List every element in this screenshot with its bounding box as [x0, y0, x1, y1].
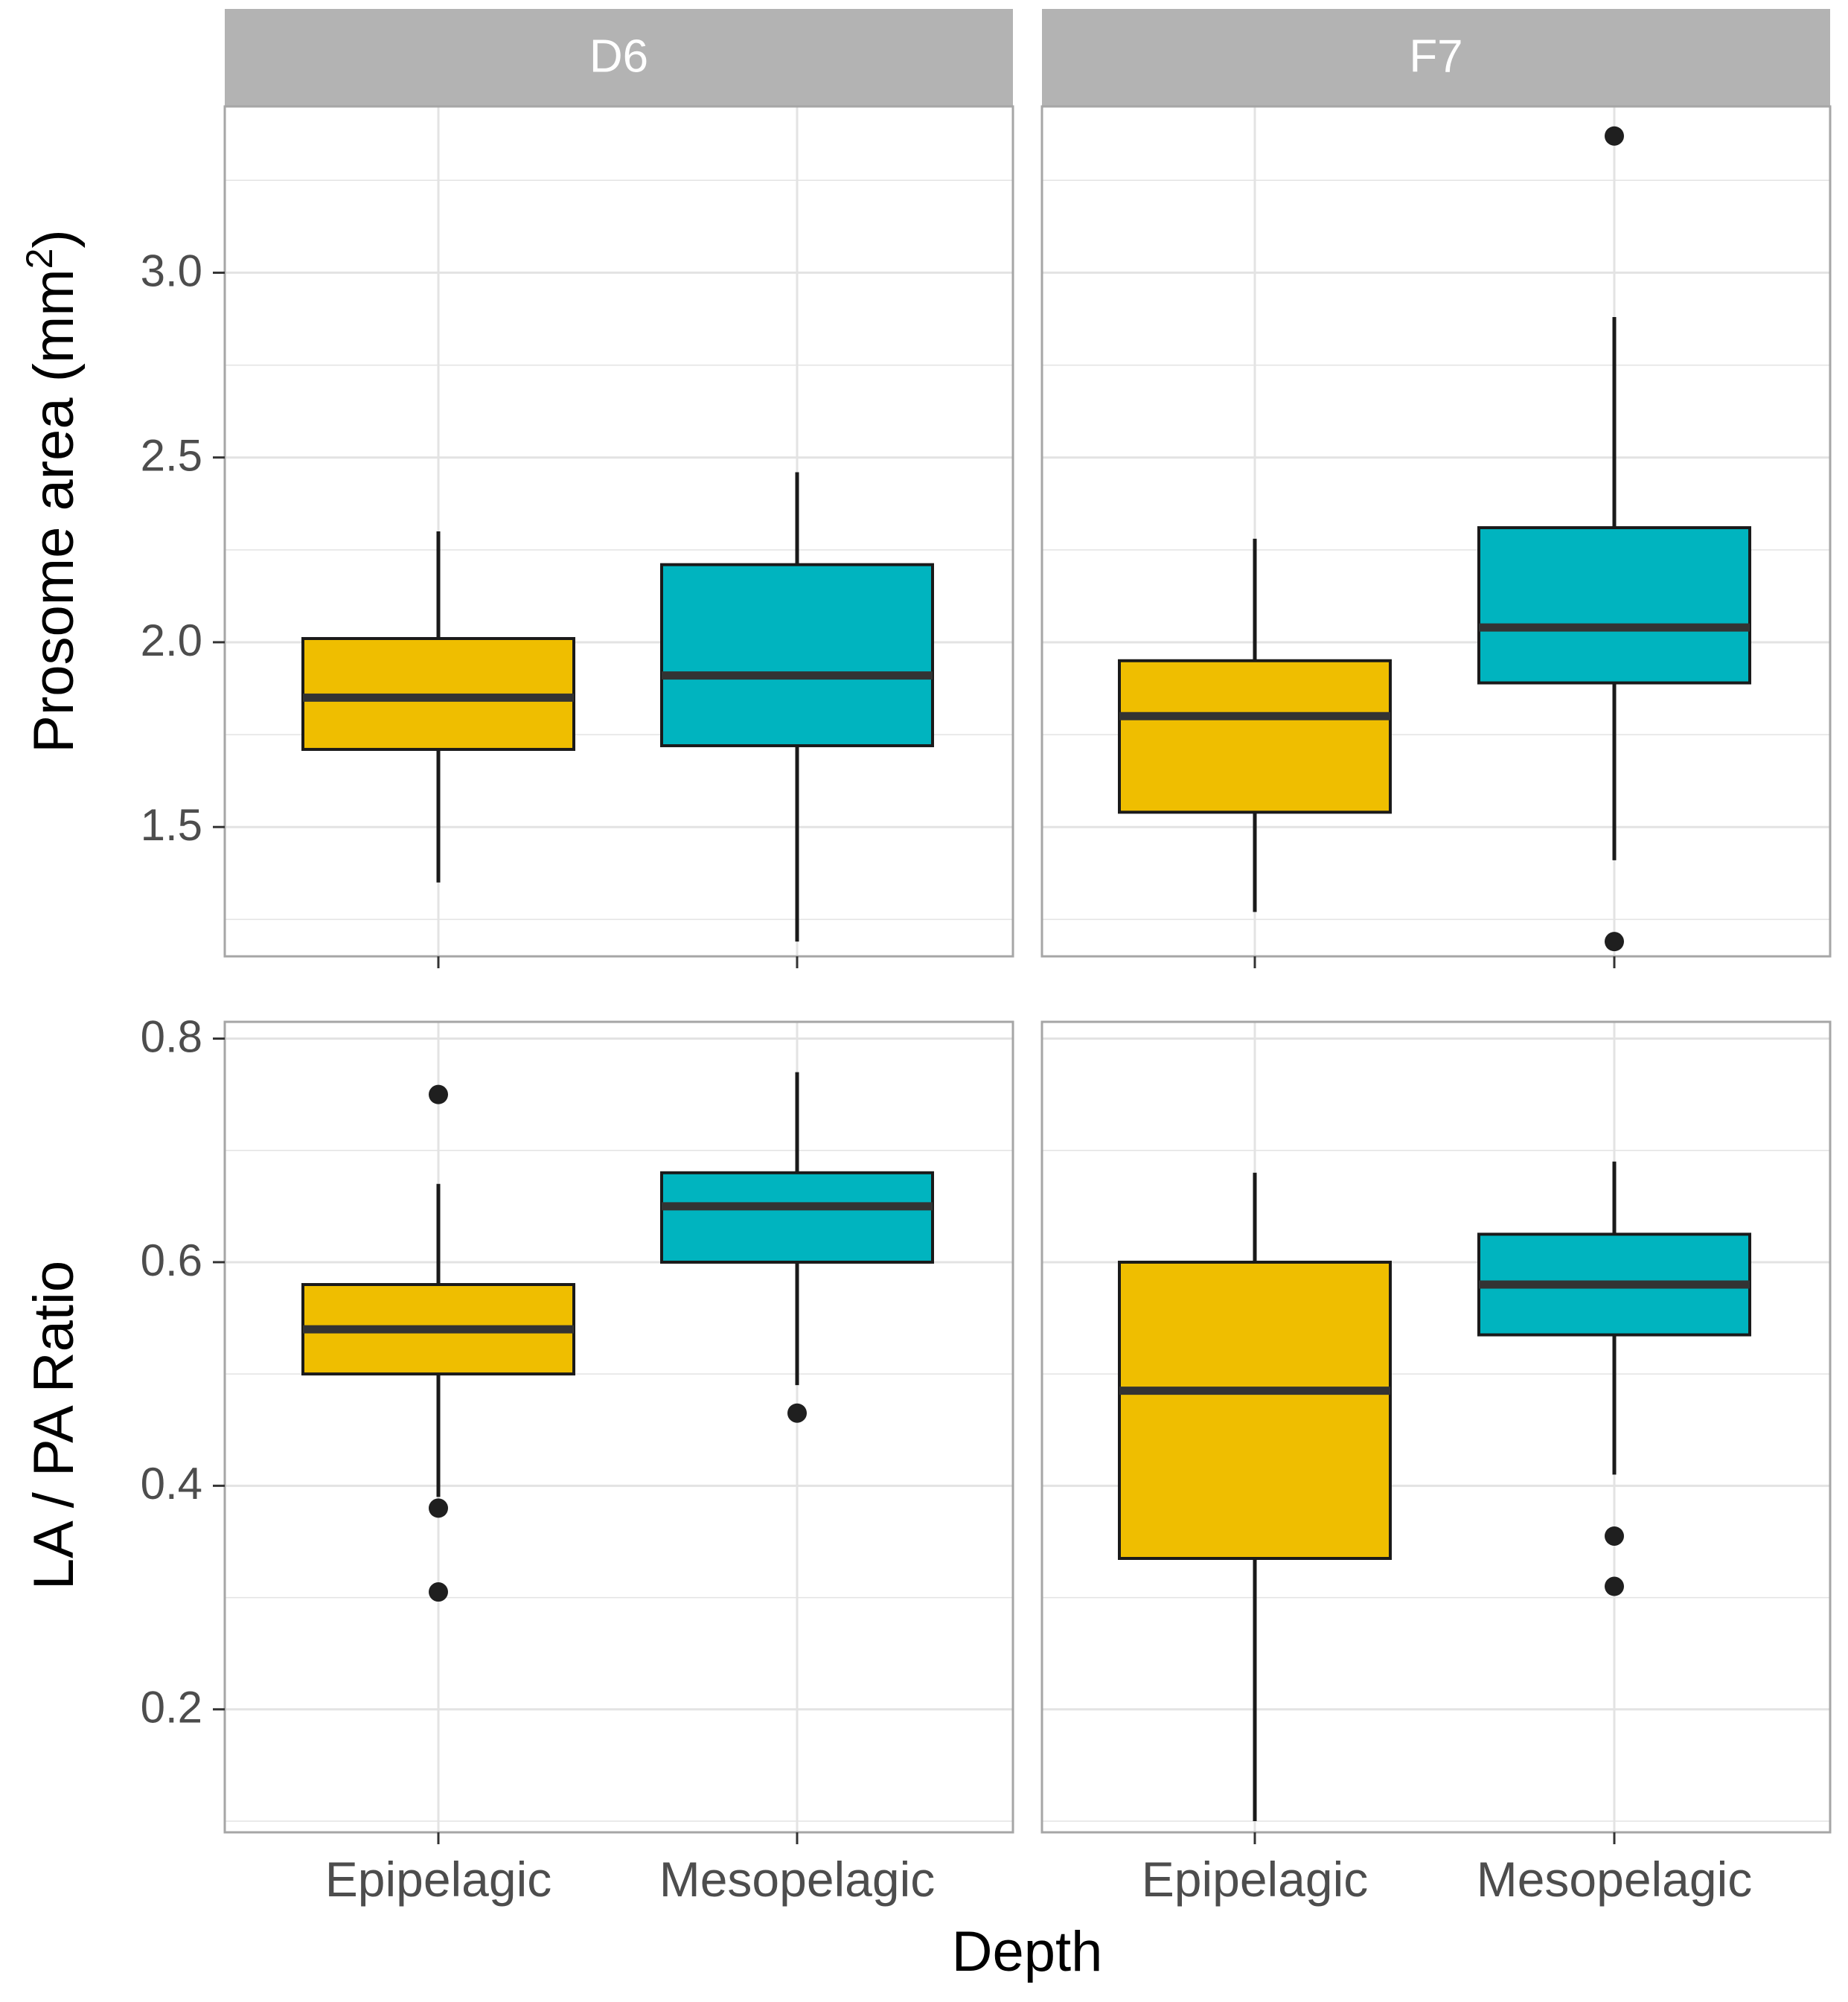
- panel-f7-row-2: [1040, 1020, 1832, 1844]
- panel-border: [223, 1020, 1014, 1834]
- panel-background: [225, 1022, 1013, 1832]
- x-tick-label-epipelagic: Epipelagic: [1142, 1852, 1369, 1907]
- facet-strip-f7-background: [1042, 9, 1830, 106]
- y-tick-label: 1.5: [141, 800, 202, 850]
- box-iqr: [1477, 526, 1751, 685]
- panel-background: [225, 106, 1013, 956]
- boxplot-mesopelagic-d6: [660, 472, 934, 942]
- panel-d6-row-1: [213, 105, 1014, 968]
- x-tick-label-epipelagic: Epipelagic: [325, 1852, 552, 1907]
- facet-strip-d6: D6: [225, 9, 1013, 106]
- x-tick-label-mesopelagic: Mesopelagic: [659, 1852, 936, 1907]
- boxplot-mesopelagic-d6: [660, 1072, 934, 1423]
- panel-d6-row-2: [213, 1020, 1014, 1844]
- y-axis-title-prosome-area: Prosome area (mm2): [19, 229, 86, 753]
- y-tick-label: 0.4: [141, 1459, 202, 1509]
- facet-label-f7: F7: [1409, 31, 1462, 82]
- outlier-point: [1605, 932, 1624, 952]
- x-tick-label-mesopelagic: Mesopelagic: [1477, 1852, 1753, 1907]
- y-tick-label: 2.5: [141, 431, 202, 481]
- y-tick-label: 2.0: [141, 615, 202, 665]
- outlier-point: [429, 1582, 448, 1602]
- boxplot-epipelagic-f7: [1118, 538, 1392, 912]
- y-tick-label: 0.6: [141, 1235, 202, 1285]
- facet-strip-d6-background: [225, 9, 1013, 106]
- y-tick-label: 0.8: [141, 1011, 202, 1061]
- boxplot-mesopelagic-f7: [1477, 1161, 1751, 1596]
- y-axis-title-superscript: 2: [19, 249, 60, 269]
- y-axis-title-prosome-area-main: Prosome area (mm: [22, 269, 86, 752]
- boxplot-epipelagic-f7: [1118, 1172, 1392, 1821]
- facet-label-d6: D6: [589, 31, 648, 82]
- plot-panels: [213, 105, 1832, 1844]
- outlier-point: [787, 1403, 807, 1423]
- y-tick-labels-row-1: 1.5 2.0 2.5 3.0: [141, 246, 202, 850]
- x-axis-title: Depth: [952, 1920, 1103, 1983]
- outlier-point: [1605, 1526, 1624, 1546]
- y-tick-label: 0.2: [141, 1683, 202, 1733]
- outlier-point: [1605, 1576, 1624, 1596]
- box-iqr: [660, 563, 934, 747]
- panel-border: [223, 105, 1014, 958]
- outlier-point: [429, 1084, 448, 1104]
- outlier-point: [1605, 126, 1624, 146]
- boxplot-epipelagic-d6: [301, 531, 575, 883]
- boxplot-mesopelagic-f7: [1477, 126, 1751, 952]
- y-axis-title-la-pa-ratio: LA / PA Ratio: [22, 1261, 86, 1590]
- panel-border: [1040, 1020, 1832, 1834]
- box-iqr: [660, 1171, 934, 1264]
- panel-f7-row-1: [1040, 105, 1832, 968]
- box-iqr: [1118, 1260, 1392, 1560]
- panel-border: [1040, 105, 1832, 958]
- boxplot-epipelagic-d6: [301, 1084, 575, 1602]
- y-axis-title-close-paren: ): [22, 229, 86, 248]
- box-iqr: [1118, 659, 1392, 814]
- outlier-point: [429, 1498, 448, 1518]
- y-tick-label: 3.0: [141, 246, 202, 295]
- x-tick-labels: Epipelagic Mesopelagic Epipelagic Mesope…: [325, 1852, 1753, 1907]
- y-tick-labels-row-2: 0.2 0.4 0.6 0.8: [141, 1011, 202, 1732]
- facet-strip-f7: F7: [1042, 9, 1830, 106]
